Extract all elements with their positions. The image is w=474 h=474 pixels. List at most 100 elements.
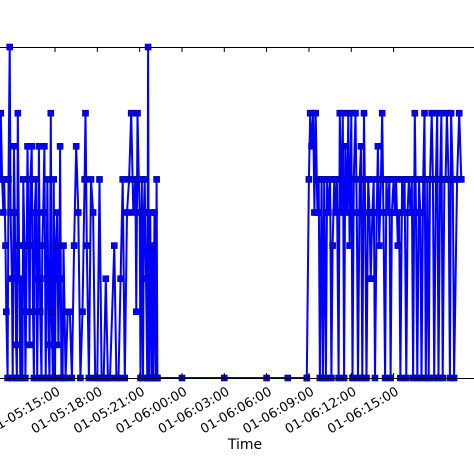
data-point-marker xyxy=(370,176,378,183)
data-point-marker xyxy=(428,109,436,117)
data-point-marker xyxy=(305,176,313,183)
data-point-marker xyxy=(119,176,126,183)
data-point-marker xyxy=(142,275,150,283)
data-point-marker xyxy=(14,109,22,117)
data-point-marker xyxy=(117,275,124,283)
series-line-segment xyxy=(0,46,159,379)
data-point-marker xyxy=(36,308,44,316)
data-point-marker xyxy=(28,143,36,150)
data-point-marker xyxy=(373,209,381,216)
data-point-marker xyxy=(123,209,131,216)
data-point-marker xyxy=(392,176,400,183)
x-axis-ticks xyxy=(54,47,395,378)
data-point-marker xyxy=(407,209,414,216)
data-point-marker xyxy=(357,143,365,150)
data-point-marker xyxy=(153,176,160,183)
data-point-marker xyxy=(346,242,353,249)
data-point-marker xyxy=(352,109,359,117)
data-point-marker xyxy=(127,109,135,117)
data-point-marker xyxy=(455,109,463,117)
data-point-marker xyxy=(56,143,64,150)
data-point-marker xyxy=(421,109,428,117)
data-point-marker xyxy=(0,209,7,216)
data-point-marker xyxy=(70,242,78,249)
data-point-marker xyxy=(66,308,74,316)
data-point-marker xyxy=(72,143,80,150)
x-tick-labels: 01-05:15:0001-05:18:0001-05:21:0001-06:0… xyxy=(0,384,402,437)
data-point-marker xyxy=(38,242,46,249)
data-point-marker xyxy=(141,176,148,183)
data-point-marker xyxy=(60,242,67,249)
data-point-marker xyxy=(22,308,30,316)
data-point-marker xyxy=(79,308,86,316)
data-point-marker xyxy=(26,341,33,349)
data-point-marker xyxy=(447,109,455,117)
data-point-marker xyxy=(134,109,141,117)
data-point-marker xyxy=(41,143,48,150)
data-point-marker xyxy=(12,341,20,349)
data-point-marker xyxy=(17,275,25,283)
data-point-marker xyxy=(96,176,103,183)
data-point-marker xyxy=(53,209,61,216)
data-point-marker xyxy=(45,341,53,349)
data-point-marker xyxy=(102,275,110,283)
data-point-marker xyxy=(337,209,345,216)
x-axis-label: Time xyxy=(227,437,262,453)
data-point-marker xyxy=(457,176,465,183)
data-point-marker xyxy=(2,308,10,316)
data-point-marker xyxy=(416,209,424,216)
data-point-marker xyxy=(50,176,58,183)
data-point-marker xyxy=(8,275,16,283)
data-point-marker xyxy=(149,242,156,249)
data-point-marker xyxy=(339,109,347,117)
data-point-marker xyxy=(364,176,372,183)
series-line-segment xyxy=(305,112,463,379)
data-point-marker xyxy=(55,275,63,283)
data-point-marker xyxy=(82,109,89,117)
data-point-marker xyxy=(312,109,320,117)
data-point-marker xyxy=(2,242,9,249)
data-point-marker xyxy=(375,242,383,249)
data-point-marker xyxy=(332,209,339,216)
data-point-marker xyxy=(89,209,97,216)
data-point-marker xyxy=(0,109,5,117)
data-point-marker xyxy=(333,176,341,183)
data-point-marker xyxy=(31,209,39,216)
data-point-marker xyxy=(5,176,12,183)
data-point-marker xyxy=(52,242,60,249)
data-point-marker xyxy=(48,308,55,316)
data-point-marker xyxy=(87,176,95,183)
data-point-marker xyxy=(343,209,351,216)
data-point-marker xyxy=(367,275,375,283)
data-point-marker xyxy=(378,109,386,117)
data-point-marker xyxy=(19,176,27,183)
data-point-marker xyxy=(44,176,51,183)
data-point-marker xyxy=(377,176,385,183)
data-point-marker xyxy=(350,176,358,183)
data-point-marker xyxy=(81,176,88,183)
data-point-marker xyxy=(39,209,47,216)
data-point-marker xyxy=(356,176,364,183)
data-point-marker xyxy=(25,242,33,249)
data-point-marker xyxy=(83,242,91,249)
data-point-marker xyxy=(75,209,82,216)
data-point-marker xyxy=(10,143,18,150)
data-point-marker xyxy=(11,209,19,216)
data-point-marker xyxy=(308,143,315,150)
data-point-marker xyxy=(130,209,137,216)
data-point-marker xyxy=(43,275,50,283)
data-point-marker xyxy=(34,275,42,283)
data-point-marker xyxy=(27,176,34,183)
data-point-marker xyxy=(47,109,55,117)
data-point-marker xyxy=(111,242,118,249)
data-point-marker xyxy=(314,209,321,216)
data-point-marker xyxy=(394,242,402,249)
data-point-marker xyxy=(55,341,62,349)
data-point-marker xyxy=(151,209,158,216)
data-point-marker xyxy=(329,242,336,249)
data-point-marker xyxy=(133,308,140,316)
data-point-marker xyxy=(15,242,23,249)
data-point-marker xyxy=(140,209,148,216)
data-point-marker xyxy=(32,176,40,183)
